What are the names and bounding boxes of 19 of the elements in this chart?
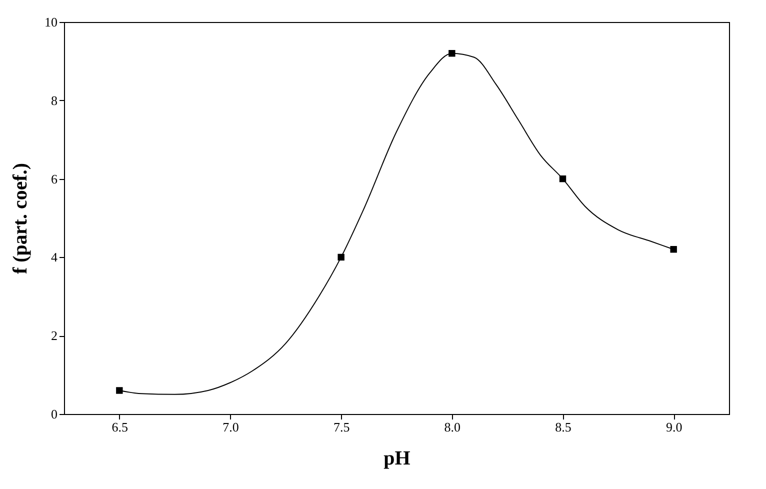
x-axis-title: pH — [384, 448, 411, 470]
y-tick-label: 4 — [51, 250, 58, 265]
point — [116, 387, 123, 394]
y-axis-title: f (part. coef.) — [10, 162, 32, 274]
x-tick-label: 7.5 — [333, 420, 350, 434]
point — [448, 50, 456, 57]
x-tick-label: 8.5 — [555, 420, 572, 434]
y-tick-label: 6 — [51, 171, 58, 186]
y-tick-label: 2 — [51, 328, 58, 344]
point — [338, 254, 344, 261]
y-tick-label: 10 — [44, 14, 58, 30]
y-tick-label: 8 — [51, 92, 58, 108]
y-tick-label: 0 — [51, 406, 58, 422]
x-tick-label: 8.0 — [444, 420, 461, 434]
x-tick-label: 7.0 — [222, 420, 239, 434]
x-tick-label: 9.0 — [666, 420, 682, 434]
point — [670, 246, 677, 253]
point — [559, 175, 566, 182]
x-tick-label: 6.5 — [112, 420, 128, 434]
